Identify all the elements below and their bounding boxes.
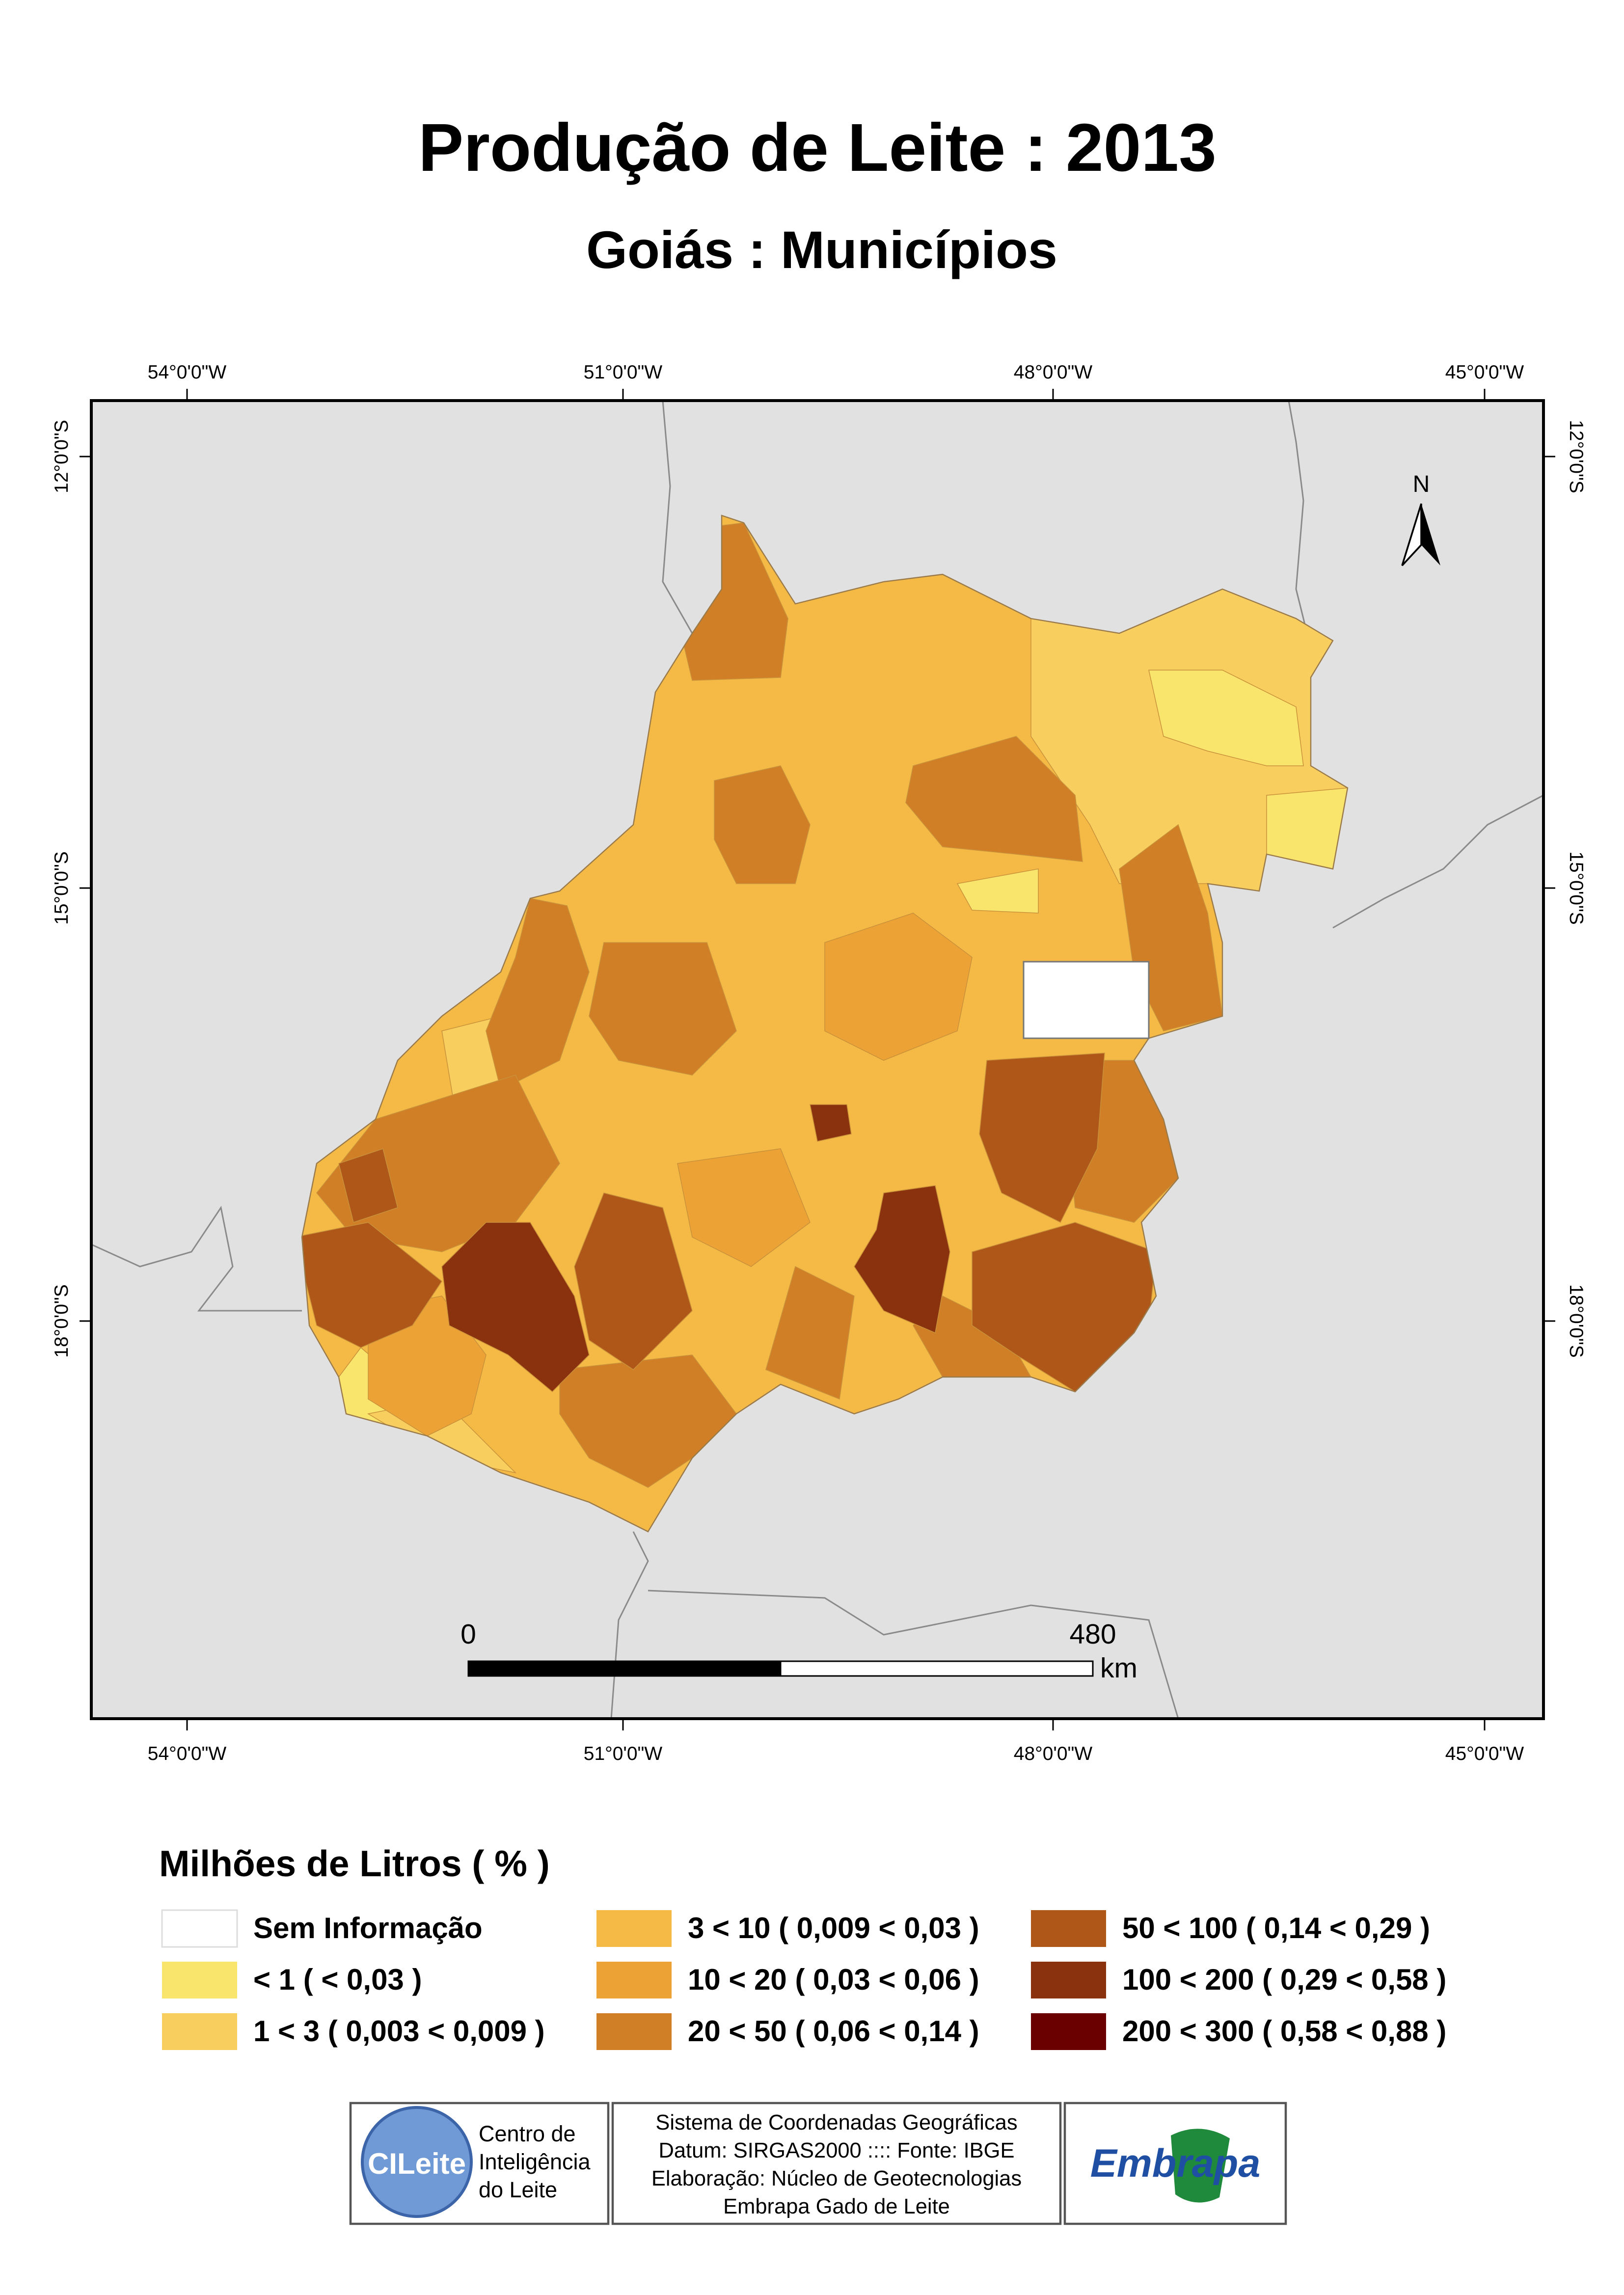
longitude-label: 45°0'0"W [1445,1743,1524,1764]
cileite-logo [360,2106,473,2218]
legend-title: Milhões de Litros ( % ) [159,1843,550,1884]
municipality [956,868,1039,914]
legend-swatch [1030,1962,1106,1998]
legend-swatch [1030,2013,1106,2050]
legend-label: 1 < 3 ( 0,003 < 0,009 ) [253,2015,545,2048]
latitude-label: 18°0'0"S [51,1284,72,1358]
legend-label: 10 < 20 ( 0,03 < 0,06 ) [688,1963,979,1996]
municipality [765,1266,855,1400]
municipality [486,898,590,1091]
latitude-label: 12°0'0"S [51,420,72,493]
municipality [574,1192,693,1370]
scale-unit: km [1100,1652,1137,1684]
municipality [677,1148,811,1267]
legend-swatch [596,1910,672,1947]
info-box [611,2102,1062,2225]
legend-label: 100 < 200 ( 0,29 < 0,58 ) [1122,1963,1446,1996]
subtitle: Goiás : Municípios [586,220,1057,279]
municipality [589,942,737,1076]
title: Produção de Leite : 2013 [418,110,1217,186]
legend: Sem Informação < 1 ( < 0,03 ) 1 < 3 ( 0,00… [161,1909,1446,2050]
state-borders [91,401,1543,1719]
cileite-line: Centro de [479,2121,576,2146]
latitude-label: 18°0'0"S [1566,1284,1587,1358]
legend-label: < 1 ( < 0,03 ) [253,1963,422,1996]
longitude-label: 48°0'0"W [1014,362,1093,383]
legend-swatch [162,1962,237,1998]
latitude-label: 12°0'0"S [1566,420,1587,493]
legend-label: 200 < 300 ( 0,58 < 0,88 ) [1122,2015,1446,2048]
latitude-label: 15°0'0"S [1566,851,1587,925]
goias-map [301,514,1349,1533]
info-line: Embrapa Gado de Leite [723,2195,950,2218]
embrapa-shape [1170,2129,1230,2203]
latitude-label: 15°0'0"S [51,851,72,925]
map-frame [89,399,1545,1721]
municipality [441,1222,590,1393]
legend-swatch [596,1962,672,1998]
legend-swatch [161,1909,238,1948]
municipality [1148,670,1304,766]
legend-swatch [596,2013,672,2050]
footer: CILeite Centro de Inteligência do Leite … [349,2102,1287,2225]
municipality [854,1185,950,1334]
municipality [338,1148,398,1223]
longitude-label: 48°0'0"W [1014,1743,1093,1764]
municipality [905,736,1083,862]
cileite-logo-text: CILeite [368,2147,466,2180]
longitude-label: 51°0'0"W [584,362,663,383]
longitude-label: 45°0'0"W [1445,362,1524,383]
north-label: N [1413,471,1430,497]
municipality [810,1104,852,1142]
municipality [824,913,973,1061]
municipalities [301,522,1348,1488]
scale-black [467,1660,782,1677]
longitude-label: 54°0'0"W [148,362,227,383]
municipality [301,1222,443,1348]
scale-start: 0 [460,1619,476,1650]
info-line: Sistema de Coordenadas Geográficas [655,2111,1017,2134]
embrapa-logo: Embrapa [1090,2141,1261,2186]
municipality [979,1053,1105,1223]
longitude-label: 54°0'0"W [148,1743,227,1764]
legend-label: Sem Informação [253,1912,483,1944]
scale-white [780,1660,1094,1677]
cileite-line: Inteligência [479,2149,591,2174]
legend-swatch [1030,1910,1106,1947]
legend-label: 20 < 50 ( 0,06 < 0,14 ) [688,2015,979,2048]
no-information-area [1023,961,1150,1039]
coordinates: 54°0'0"W 54°0'0"W 51°0'0"W 51°0'0"W 48°0'0"W… [51,362,1587,1764]
state-outline [301,514,1349,1533]
municipality [559,1354,737,1488]
scale-end: 480 [1069,1619,1116,1650]
cileite-line: do Leite [479,2177,557,2202]
municipality [714,765,811,884]
info-line: Datum: SIRGAS2000 :::: Fonte: IBGE [658,2139,1014,2162]
longitude-label: 51°0'0"W [584,1743,663,1764]
legend-swatch [162,2013,237,2050]
legend-label: 50 < 100 ( 0,14 < 0,29 ) [1122,1912,1430,1944]
scale-bar: 0 480 km [460,1619,1137,1684]
info-line: Elaboração: Núcleo de Geotecnologias [651,2167,1022,2190]
legend-label: 3 < 10 ( 0,009 < 0,03 ) [688,1912,979,1944]
